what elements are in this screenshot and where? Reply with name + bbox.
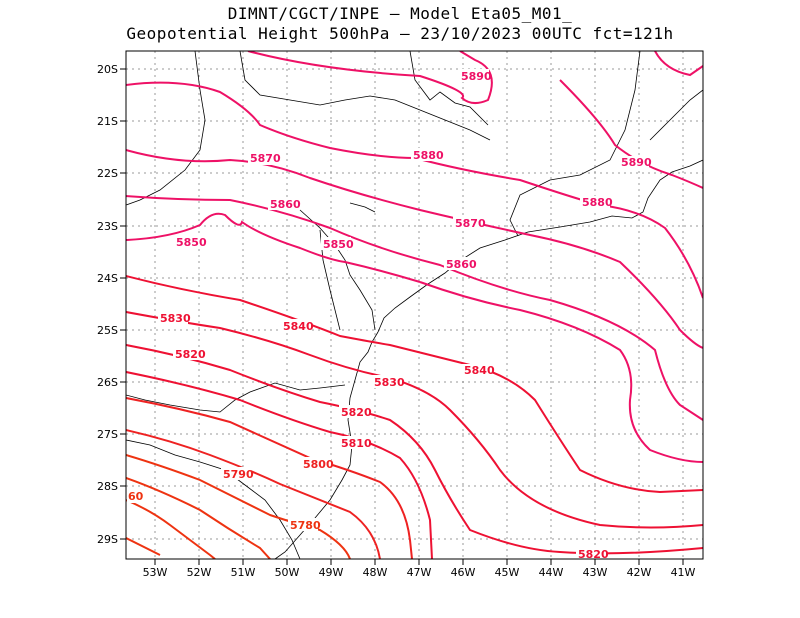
contour-label: 60 [128, 490, 144, 503]
contour-5890 [247, 51, 493, 104]
contour-label: 5850 [323, 238, 354, 251]
y-tick-label: 22S [97, 167, 118, 180]
x-tick-label: 48W [363, 566, 388, 579]
title-line-1: DIMNT/CGCT/INPE – Model Eta05_M01_ [227, 4, 573, 23]
contour-lines [126, 51, 703, 559]
contour-5860 [126, 195, 703, 421]
contour-5770 [126, 477, 271, 559]
y-tick-label: 29S [97, 533, 118, 546]
x-tick-label: 51W [231, 566, 256, 579]
contour-label: 5870 [455, 217, 486, 230]
contour-label: 5840 [464, 364, 495, 377]
x-tick-label: 53W [143, 566, 168, 579]
contour-label: 5880 [582, 196, 613, 209]
y-tick-label: 23S [97, 220, 118, 233]
contour-label: 5820 [175, 348, 206, 361]
contour-label: 5880 [413, 149, 444, 162]
coastline [126, 51, 703, 559]
contour-label: 5820 [578, 548, 609, 561]
contour-5890-ne [654, 51, 703, 77]
contour-5850 [126, 212, 421, 283]
contour-5810 [126, 371, 433, 559]
contour-5840 [126, 275, 703, 494]
contour-label: 5830 [160, 312, 191, 325]
contour-label: 5820 [341, 406, 372, 419]
grid-lines [126, 51, 703, 559]
y-tick-label: 27S [97, 428, 118, 441]
contour-5780 [126, 454, 351, 559]
contour-label: 5800 [303, 458, 334, 471]
x-tick-label: 52W [187, 566, 212, 579]
x-tick-label: 43W [583, 566, 608, 579]
contour-5790 [126, 429, 381, 559]
contour-5880-west [126, 81, 703, 299]
x-tick-label: 41W [671, 566, 696, 579]
x-tick-label: 42W [627, 566, 652, 579]
contour-5850-east [419, 281, 703, 463]
contour-label: 5830 [374, 376, 405, 389]
title-line-2: Geopotential Height 500hPa – 23/10/2023 … [126, 24, 674, 43]
x-tick-labels: 53W 52W 51W 50W 49W 48W 47W 46W 45W 44W … [143, 566, 696, 579]
x-tick-label: 50W [275, 566, 300, 579]
x-tick-label: 47W [407, 566, 432, 579]
contour-label: 5840 [283, 320, 314, 333]
y-tick-labels: 20S 21S 22S 23S 24S 25S 26S 27S 28S 29S [97, 63, 118, 546]
y-tick-label: 28S [97, 480, 118, 493]
contour-label: 5870 [250, 152, 281, 165]
contour-5760 [126, 499, 216, 559]
y-tick-label: 26S [97, 376, 118, 389]
y-tick-label: 21S [97, 115, 118, 128]
contour-label: 5790 [223, 468, 254, 481]
contour-label: 5810 [341, 437, 372, 450]
y-tick-label: 24S [97, 272, 118, 285]
x-tick-label: 45W [495, 566, 520, 579]
x-tick-label: 46W [451, 566, 476, 579]
tick-marks [120, 68, 684, 565]
contour-5750 [126, 537, 161, 556]
x-tick-label: 49W [319, 566, 344, 579]
contour-label: 5890 [621, 156, 652, 169]
contour-labels: 5890 5890 5880 5880 5870 5870 5860 5860 … [127, 69, 652, 561]
y-tick-label: 20S [97, 63, 118, 76]
contour-label: 5850 [176, 236, 207, 249]
y-tick-label: 25S [97, 324, 118, 337]
contour-5870 [126, 149, 703, 349]
contour-label: 5860 [270, 198, 301, 211]
contour-5890-east [559, 79, 703, 189]
contour-label: 5890 [461, 70, 492, 83]
contour-5820 [126, 344, 703, 555]
contour-label: 5860 [446, 258, 477, 271]
contour-label: 5780 [290, 519, 321, 532]
contour-5830 [126, 311, 703, 529]
plot-frame [125, 50, 704, 560]
x-tick-label: 44W [539, 566, 564, 579]
